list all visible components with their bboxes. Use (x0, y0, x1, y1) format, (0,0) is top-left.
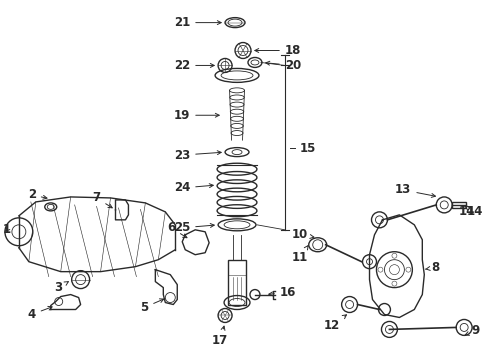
Text: 1: 1 (3, 223, 11, 236)
Text: 10: 10 (291, 228, 313, 241)
Text: 15: 15 (299, 141, 316, 155)
Text: 14: 14 (458, 205, 474, 219)
Text: 16: 16 (268, 286, 296, 299)
Bar (227, 260, 245, 305)
Text: 18: 18 (254, 44, 301, 57)
Text: 12: 12 (323, 315, 346, 332)
Text: 21: 21 (174, 16, 221, 29)
Text: 25: 25 (173, 221, 214, 234)
Text: 3: 3 (55, 281, 68, 294)
Text: 19: 19 (173, 109, 219, 122)
Text: 4: 4 (27, 306, 52, 321)
Bar (451, 202, 465, 208)
Text: 6: 6 (167, 221, 186, 238)
Text: 8: 8 (425, 261, 439, 274)
Text: 24: 24 (173, 181, 213, 194)
Text: 17: 17 (211, 326, 228, 347)
Text: 7: 7 (92, 192, 112, 208)
Text: 13: 13 (394, 184, 434, 197)
Text: 2: 2 (28, 188, 47, 202)
Text: 20: 20 (265, 59, 301, 72)
Text: 9: 9 (464, 324, 478, 337)
Text: 11: 11 (291, 246, 307, 264)
Text: 5: 5 (140, 299, 163, 314)
Text: 23: 23 (174, 149, 221, 162)
Text: 14: 14 (464, 205, 483, 219)
Text: 22: 22 (174, 59, 214, 72)
